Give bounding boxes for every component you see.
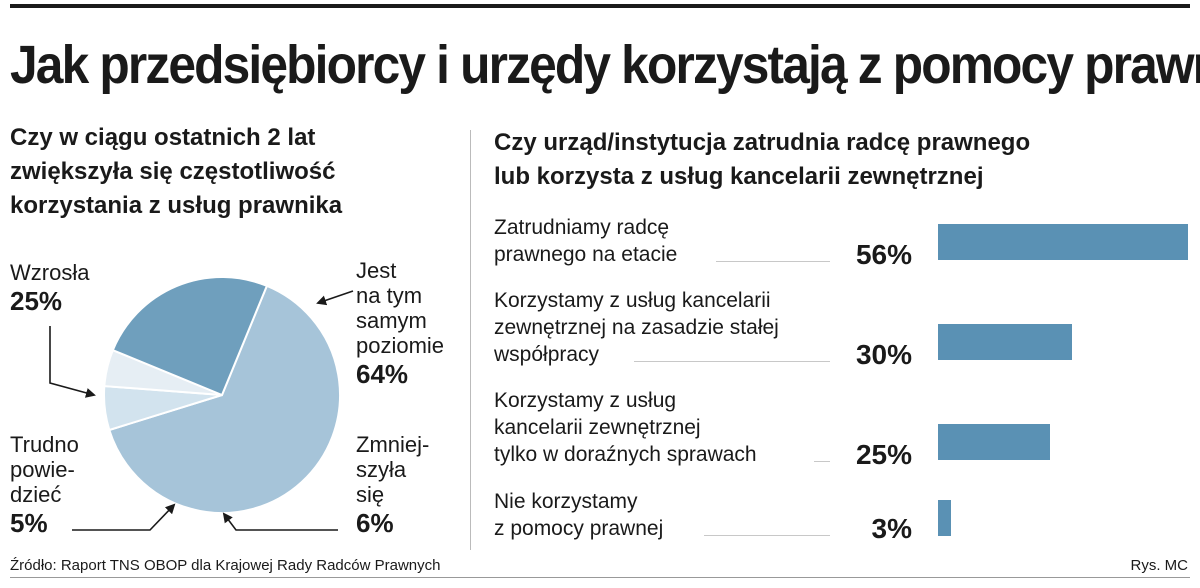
pie-label-line: dzieć <box>10 482 62 507</box>
pie-label-line: Wzrosła <box>10 260 90 285</box>
page-title: Jak przedsiębiorcy i urzędy korzystają z… <box>10 35 1200 95</box>
bar-row: Korzystamy z usług kancelarii zewnętrzne… <box>494 387 1194 470</box>
subtitle-line: Czy urząd/instytucja zatrudnia radcę pra… <box>494 129 1031 156</box>
pie-label-line: poziomie <box>356 333 445 358</box>
pointer-arrow-hard-to-say <box>72 503 176 531</box>
pointer-arrow-same <box>316 290 354 306</box>
subtitle-line: lub korzysta z usług kancelarii zewnętrz… <box>494 163 984 190</box>
subtitle-line: korzystania z usług prawnika <box>10 192 343 219</box>
pie-label-line: Trudno <box>10 432 79 457</box>
pie-slice-increased <box>111 276 269 397</box>
pie-value-label: 25% <box>10 286 63 316</box>
bar-row: Korzystamy z usług kancelarii zewnętrzne… <box>494 287 1194 370</box>
source-note: Źródło: Raport TNS OBOP dla Krajowej Rad… <box>10 557 441 574</box>
bar-label-line: kancelarii zewnętrznej <box>494 416 701 439</box>
bottom-rule <box>10 577 1190 578</box>
bar-value-label: 56% <box>855 239 912 270</box>
pie-chart-subtitle: Czy w ciągu ostatnich 2 lat zwiększyła s… <box>10 121 342 223</box>
bar-chart-subtitle: Czy urząd/instytucja zatrudnia radcę pra… <box>494 126 1030 194</box>
bar-value-label: 30% <box>855 339 912 370</box>
bar-row: Nie korzystamy z pomocy prawnej 3% <box>494 488 1194 544</box>
bar-label-line: Korzystamy z usług kancelarii <box>494 289 771 312</box>
pie-label-hard-to-say: Trudno powie- dzieć 5% <box>10 432 79 539</box>
pointer-arrow-decreased <box>222 512 338 531</box>
bar-label-line: współpracy <box>494 343 600 366</box>
bar-row: Zatrudniamy radcę prawnego na etacie 56% <box>494 216 1194 270</box>
bar-label-line: Nie korzystamy <box>494 490 638 513</box>
bar-category-label: Nie korzystamy z pomocy prawnej <box>494 488 824 542</box>
bar-category-label: Korzystamy z usług kancelarii zewnętrzne… <box>494 287 824 368</box>
pie-value-label: 64% <box>356 359 409 389</box>
pie-label-line: Zmniej- <box>356 432 430 457</box>
bar-label-line: z pomocy prawnej <box>494 517 664 540</box>
pie-label-line: szyła <box>356 457 407 482</box>
pie-label-line: Jest <box>356 258 397 283</box>
top-rule <box>10 4 1190 8</box>
credit-note: Rys. MC <box>1130 557 1189 574</box>
bar-category-label: Zatrudniamy radcę prawnego na etacie <box>494 214 824 268</box>
pie-label-decreased: Zmniej- szyła się 6% <box>356 432 429 539</box>
column-divider <box>470 130 471 550</box>
bar-label-line: Korzystamy z usług <box>494 389 677 412</box>
pie-value-label: 6% <box>356 508 394 538</box>
bar <box>938 324 1072 360</box>
pie-value-label: 5% <box>10 508 48 538</box>
pie-label-same: Jest na tym samym poziomie 64% <box>356 258 444 390</box>
leader-line <box>634 361 830 362</box>
bar-value-label: 3% <box>871 513 912 544</box>
bar <box>938 424 1050 460</box>
bar-label-line: tylko w doraźnych sprawach <box>494 443 757 466</box>
pie-label-line: powie- <box>10 457 75 482</box>
leader-line <box>704 535 830 536</box>
subtitle-line: zwiększyła się częstotliwość <box>10 158 336 185</box>
bar-category-label: Korzystamy z usług kancelarii zewnętrzne… <box>494 387 824 468</box>
bar-value-label: 25% <box>855 439 912 470</box>
bar-label-line: prawnego na etacie <box>494 243 678 266</box>
pie-label-increased: Wzrosła 25% <box>10 260 89 317</box>
leader-line <box>716 261 830 262</box>
pie-chart <box>49 276 354 531</box>
leader-line <box>814 461 830 462</box>
bar <box>938 224 1188 260</box>
pie-label-line: na tym <box>356 283 423 308</box>
bar-label-line: Zatrudniamy radcę <box>494 216 670 239</box>
bar <box>938 500 952 536</box>
pie-slice-same <box>108 284 341 514</box>
pie-label-line: się <box>356 482 385 507</box>
pointer-arrow-increased <box>49 326 96 398</box>
pie-label-line: samym <box>356 308 427 333</box>
subtitle-line: Czy w ciągu ostatnich 2 lat <box>10 124 316 151</box>
bar-label-line: zewnętrznej na zasadzie stałej <box>494 316 779 339</box>
